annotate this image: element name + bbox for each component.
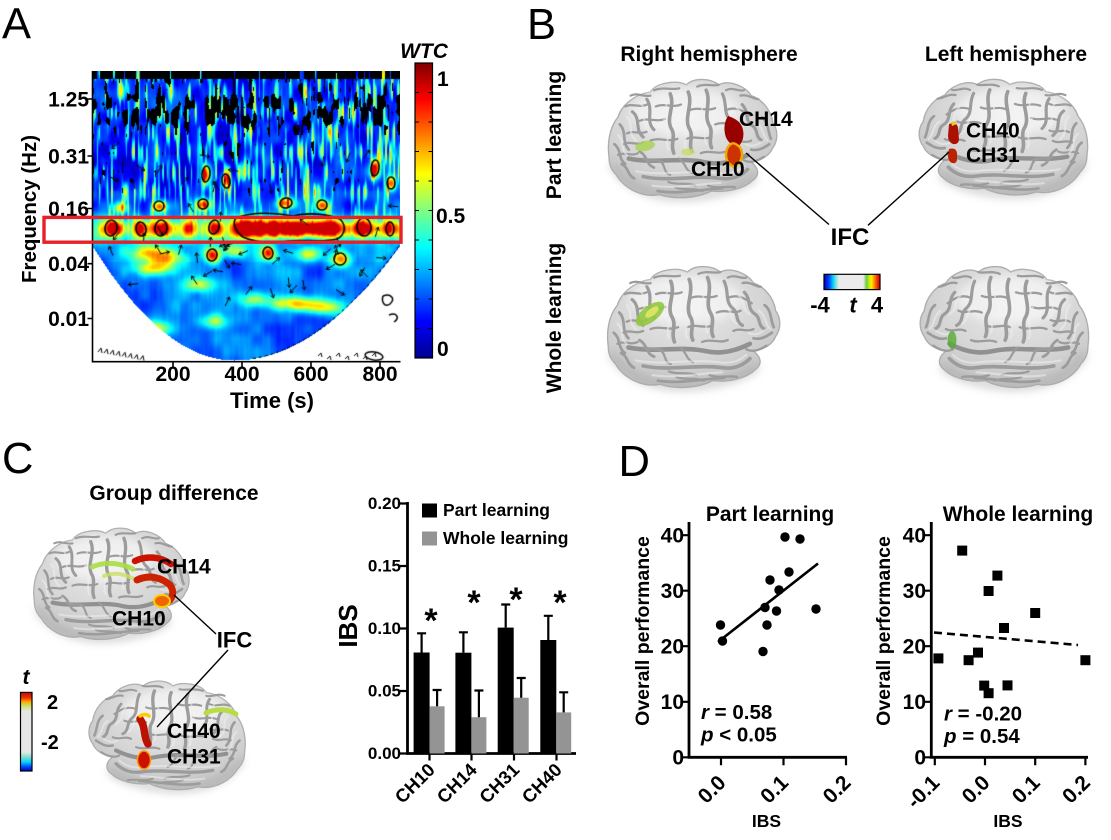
svg-text:IBS: IBS bbox=[333, 604, 363, 647]
svg-text:Group difference: Group difference bbox=[89, 482, 258, 505]
svg-text:40: 40 bbox=[661, 525, 684, 548]
svg-text:0.1: 0.1 bbox=[1008, 771, 1045, 808]
svg-text:CH31: CH31 bbox=[966, 144, 1020, 167]
svg-text:*: * bbox=[424, 602, 438, 640]
svg-text:CH40: CH40 bbox=[518, 759, 566, 807]
svg-text:t: t bbox=[849, 293, 858, 318]
svg-text:0.5: 0.5 bbox=[436, 205, 466, 228]
svg-text:0.2: 0.2 bbox=[819, 771, 856, 808]
svg-text:CH10: CH10 bbox=[391, 759, 439, 807]
svg-text:Part learning: Part learning bbox=[443, 500, 550, 520]
svg-text:0.0: 0.0 bbox=[694, 771, 731, 808]
svg-text:r = -0.20: r = -0.20 bbox=[944, 703, 1022, 726]
svg-text:4: 4 bbox=[871, 293, 884, 318]
svg-text:Right hemisphere: Right hemisphere bbox=[620, 43, 797, 66]
svg-text:CH31: CH31 bbox=[475, 759, 523, 807]
svg-text:20: 20 bbox=[661, 636, 684, 659]
svg-text:0.20: 0.20 bbox=[368, 494, 401, 513]
svg-text:WTC: WTC bbox=[400, 40, 449, 63]
svg-text:p < 0.05: p < 0.05 bbox=[700, 724, 777, 747]
svg-text:-4: -4 bbox=[810, 293, 830, 318]
svg-text:CH14: CH14 bbox=[433, 758, 482, 807]
svg-text:0.31: 0.31 bbox=[48, 146, 89, 169]
svg-text:0.05: 0.05 bbox=[368, 682, 401, 701]
svg-text:IBS: IBS bbox=[752, 811, 781, 831]
svg-text:-0.1: -0.1 bbox=[902, 771, 944, 813]
svg-text:200: 200 bbox=[155, 363, 190, 386]
svg-text:0.00: 0.00 bbox=[368, 744, 401, 763]
svg-text:30: 30 bbox=[661, 580, 684, 603]
svg-text:0.10: 0.10 bbox=[368, 619, 401, 638]
svg-text:Whole learning: Whole learning bbox=[943, 503, 1094, 526]
svg-text:0.1: 0.1 bbox=[756, 771, 793, 808]
svg-text:Left hemisphere: Left hemisphere bbox=[925, 43, 1087, 66]
svg-text:0.15: 0.15 bbox=[368, 557, 401, 576]
svg-text:1: 1 bbox=[437, 68, 449, 91]
svg-text:p = 0.54: p = 0.54 bbox=[943, 725, 1020, 748]
svg-text:2: 2 bbox=[47, 692, 58, 714]
svg-text:IFC: IFC bbox=[831, 224, 870, 251]
svg-text:Time (s): Time (s) bbox=[230, 388, 314, 413]
svg-text:CH31: CH31 bbox=[167, 746, 221, 769]
svg-text:*: * bbox=[553, 584, 567, 622]
svg-text:40: 40 bbox=[903, 525, 926, 548]
svg-text:0.0: 0.0 bbox=[958, 771, 995, 808]
svg-text:10: 10 bbox=[661, 691, 684, 714]
svg-text:t: t bbox=[23, 666, 31, 689]
svg-text:0: 0 bbox=[914, 747, 926, 770]
svg-text:30: 30 bbox=[903, 580, 926, 603]
svg-text:-2: -2 bbox=[41, 732, 59, 754]
svg-text:CH10: CH10 bbox=[112, 608, 166, 631]
svg-text:CH14: CH14 bbox=[157, 556, 211, 579]
svg-text:Overall performance: Overall performance bbox=[873, 536, 895, 726]
svg-text:Frequency (Hz): Frequency (Hz) bbox=[18, 135, 41, 283]
svg-text:0: 0 bbox=[672, 747, 684, 770]
svg-text:0.16: 0.16 bbox=[48, 198, 89, 221]
svg-text:Overall performance: Overall performance bbox=[632, 536, 654, 726]
svg-text:IFC: IFC bbox=[217, 628, 253, 653]
svg-text:Part learning: Part learning bbox=[543, 71, 566, 199]
svg-text:CH40: CH40 bbox=[167, 720, 221, 743]
svg-text:*: * bbox=[467, 584, 481, 622]
svg-text:IBS: IBS bbox=[993, 811, 1022, 831]
svg-text:CH14: CH14 bbox=[739, 108, 793, 131]
svg-text:1.25: 1.25 bbox=[48, 89, 89, 112]
svg-text:Part learning: Part learning bbox=[706, 503, 834, 526]
svg-text:Whole learning: Whole learning bbox=[543, 243, 566, 394]
svg-text:800: 800 bbox=[362, 363, 397, 386]
svg-text:C: C bbox=[2, 435, 33, 483]
svg-text:A: A bbox=[2, 1, 31, 49]
svg-text:CH10: CH10 bbox=[691, 158, 745, 181]
svg-text:B: B bbox=[527, 1, 556, 49]
svg-text:Whole learning: Whole learning bbox=[443, 528, 568, 548]
svg-text:10: 10 bbox=[903, 691, 926, 714]
svg-text:*: * bbox=[509, 581, 523, 619]
svg-text:20: 20 bbox=[903, 636, 926, 659]
svg-text:0.04: 0.04 bbox=[48, 253, 89, 276]
svg-text:0.01: 0.01 bbox=[48, 308, 89, 331]
svg-text:r = 0.58: r = 0.58 bbox=[701, 701, 772, 724]
svg-text:0.2: 0.2 bbox=[1058, 771, 1095, 808]
svg-text:CH40: CH40 bbox=[966, 120, 1020, 143]
svg-text:600: 600 bbox=[293, 363, 328, 386]
svg-text:0: 0 bbox=[437, 338, 449, 361]
svg-text:D: D bbox=[619, 438, 650, 486]
svg-text:400: 400 bbox=[224, 363, 259, 386]
